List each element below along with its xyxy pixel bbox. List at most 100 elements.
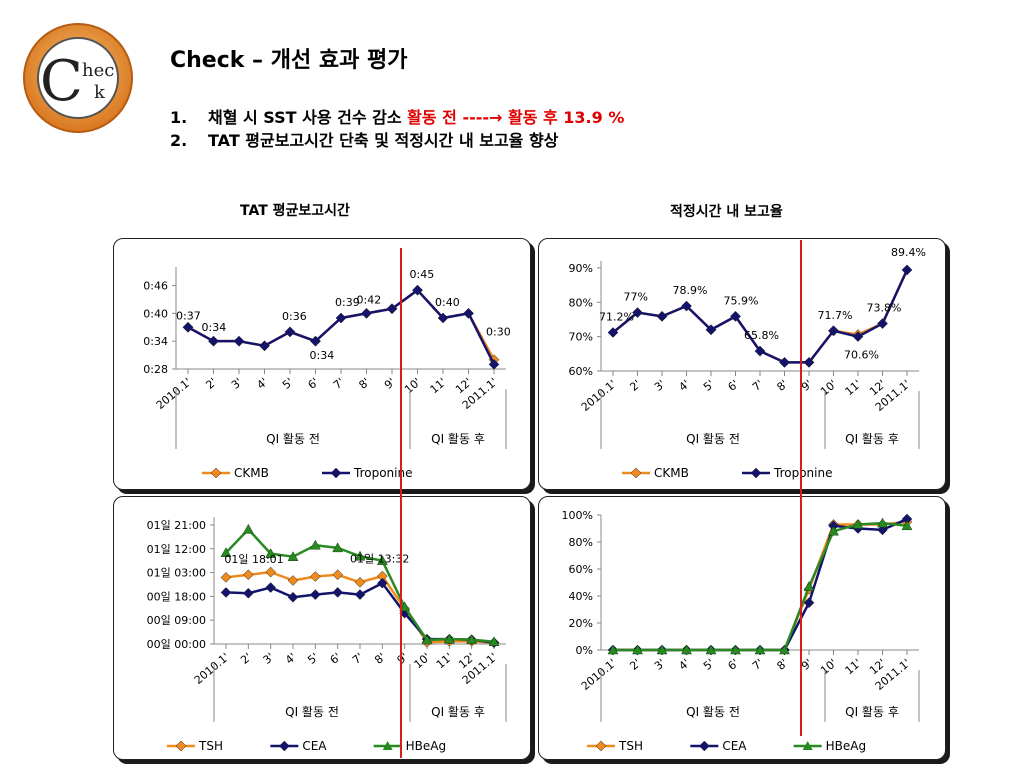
data-point [730,310,741,322]
group-label-before: QI 활동 전 [686,705,740,719]
data-point [310,335,321,347]
x-tick-label: 4' [283,650,299,666]
data-point [220,547,232,557]
data-label: 70.6% [844,349,879,362]
data-point [242,587,254,599]
data-point [332,569,344,581]
y-tick-label: 00일 00:00 [147,637,206,651]
data-point [287,575,299,586]
data-point [220,572,232,583]
data-point [488,359,500,370]
data-label: 65.8% [744,329,779,342]
series-line-tsh [613,520,908,652]
x-tick-label: 2' [238,650,254,666]
y-tick-label: 70% [569,331,593,344]
y-tick-label: 00일 18:00 [147,589,206,603]
svg-text:C: C [40,49,83,114]
data-point [354,576,366,588]
x-tick-label: 2' [627,377,643,393]
legend-marker [175,740,187,752]
data-point [779,357,790,368]
x-tick-label: 2010.1' [154,375,194,412]
data-point [803,357,815,368]
legend-marker [210,467,222,479]
x-tick-label: 2010.1' [579,377,619,414]
x-tick-label: 3' [261,650,277,666]
x-tick-label: 8' [356,375,372,391]
chart-svg: 60%70%80%90%2010.1' 2' 3' 4' 5' 6' 7' 8' 9' 10' 11… [569,246,926,480]
data-point [607,327,619,338]
data-label: 73.8% [867,302,902,315]
x-tick-label: 10' [818,656,839,677]
x-tick-label: 5' [701,377,717,393]
data-point [488,636,500,647]
data-point [233,335,245,347]
data-point [354,589,366,600]
legend-label: HBeAg [826,739,866,753]
x-tick-label: 8' [372,650,388,666]
x-tick-label: 10' [818,377,839,398]
data-point [412,284,423,296]
page-title: Check – 개선 효과 평가 [170,48,408,73]
x-tick-label: 6' [725,377,741,393]
chart-tat-average: 0:28 0:34 0:40 0:46 2010.1' 2' 3' 4' 5' 6' 7' 8' 9' 1… [113,238,531,490]
data-point [607,644,619,655]
data-point [681,644,692,655]
data-point [309,571,321,582]
x-tick-label: 6' [305,375,321,391]
x-tick-label: 6' [328,650,344,666]
x-tick-label: 5' [305,650,321,666]
item-1-number: 1. [170,108,188,127]
data-label: 0:34 [310,349,335,362]
chart-svg: 0%20%40%60%80%100%2010.1' 2' 3' 4' 5' 6' 7' 8' 9… [562,509,920,753]
qi-divider-line-right [800,240,802,736]
data-point [443,633,455,644]
data-point [220,587,232,598]
data-label: 77% [624,291,648,304]
data-point [182,321,194,333]
item-list: 1. 채혈 시 SST 사용 건수 감소 활동 전 ----→ 활동 후 13.9… [170,106,624,152]
data-label: 0:36 [282,310,307,323]
item-1-highlight: 활동 전 ----→ 활동 후 13.9 % [407,108,625,127]
x-tick-label: 3' [229,375,245,391]
item-1: 1. 채혈 시 SST 사용 건수 감소 활동 전 ----→ 활동 후 13.9… [170,106,624,129]
data-point [335,312,347,324]
data-label: 71.7% [818,309,853,322]
qi-divider-line-left [400,248,402,758]
x-tick-label: 4' [254,375,270,391]
x-tick-label: 10' [402,375,423,396]
series-line-hbeag [613,521,908,652]
y-tick-label: 01일 21:00 [147,518,206,532]
y-tick-label: 0:28 [143,363,168,376]
data-point [877,517,888,528]
x-tick-label: 3' [652,656,668,672]
data-point [242,569,254,581]
legend-label: CEA [302,739,327,753]
data-point [265,566,277,578]
chart-svg: 00일 00:00 00일 09:00 00일 18:00 01일 03:00 01일 … [147,517,507,753]
x-tick-label: 2' [627,656,643,672]
item-2-number: 2. [170,131,188,150]
x-tick-label: 8' [774,377,790,393]
data-point [437,312,449,324]
data-point [466,634,478,644]
legend-marker [330,467,342,479]
check-logo: C hec k [22,22,134,134]
data-point [332,542,344,553]
legend-label: Troponine [353,466,412,480]
data-point [242,523,254,534]
data-label: 0:39 [335,296,360,309]
data-label: 01일 18:01 [224,552,283,566]
series-line-cea [613,517,908,652]
data-point [259,340,270,352]
data-point [828,525,839,536]
data-point [877,318,888,329]
data-point [376,577,388,589]
x-tick-label: 3' [652,377,668,393]
group-label-before: QI 활동 전 [285,705,339,719]
group-label-after: QI 활동 후 [845,432,899,446]
y-tick-label: 01일 03:00 [147,566,206,580]
x-tick-label: 11' [434,650,455,671]
item-2-text: TAT 평균보고시간 단축 및 적정시간 내 보고율 향상 [208,131,559,150]
svg-text:k: k [94,82,106,103]
